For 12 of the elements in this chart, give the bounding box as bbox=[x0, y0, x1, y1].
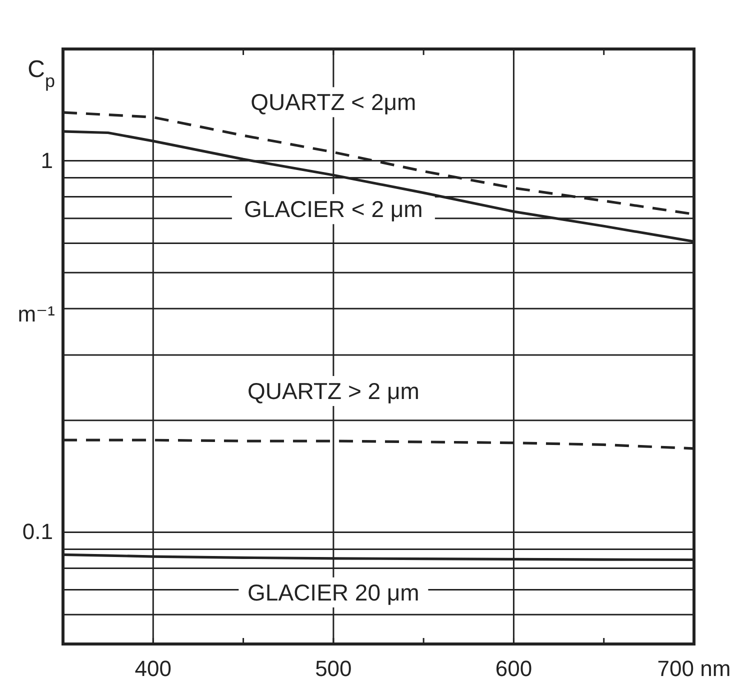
y-axis-title: C$_{p}$ bbox=[28, 56, 55, 91]
x-tick-label: 400 bbox=[134, 656, 172, 681]
series-label: GLACIER < 2 μm bbox=[244, 196, 423, 222]
y-tick-label: 0.1 bbox=[22, 519, 53, 544]
x-tick-label: 700 nm bbox=[657, 656, 731, 681]
y-tick-label: 1 bbox=[40, 148, 53, 173]
text: m⁻¹ bbox=[18, 302, 55, 326]
series-label: GLACIER 20 μm bbox=[248, 579, 420, 606]
x-tick-label: 600 bbox=[495, 656, 532, 681]
x-tick-label: 500 bbox=[315, 656, 352, 681]
series-label: QUARTZ < 2μm bbox=[250, 89, 416, 116]
series-label: QUARTZ > 2 μm bbox=[247, 378, 420, 404]
